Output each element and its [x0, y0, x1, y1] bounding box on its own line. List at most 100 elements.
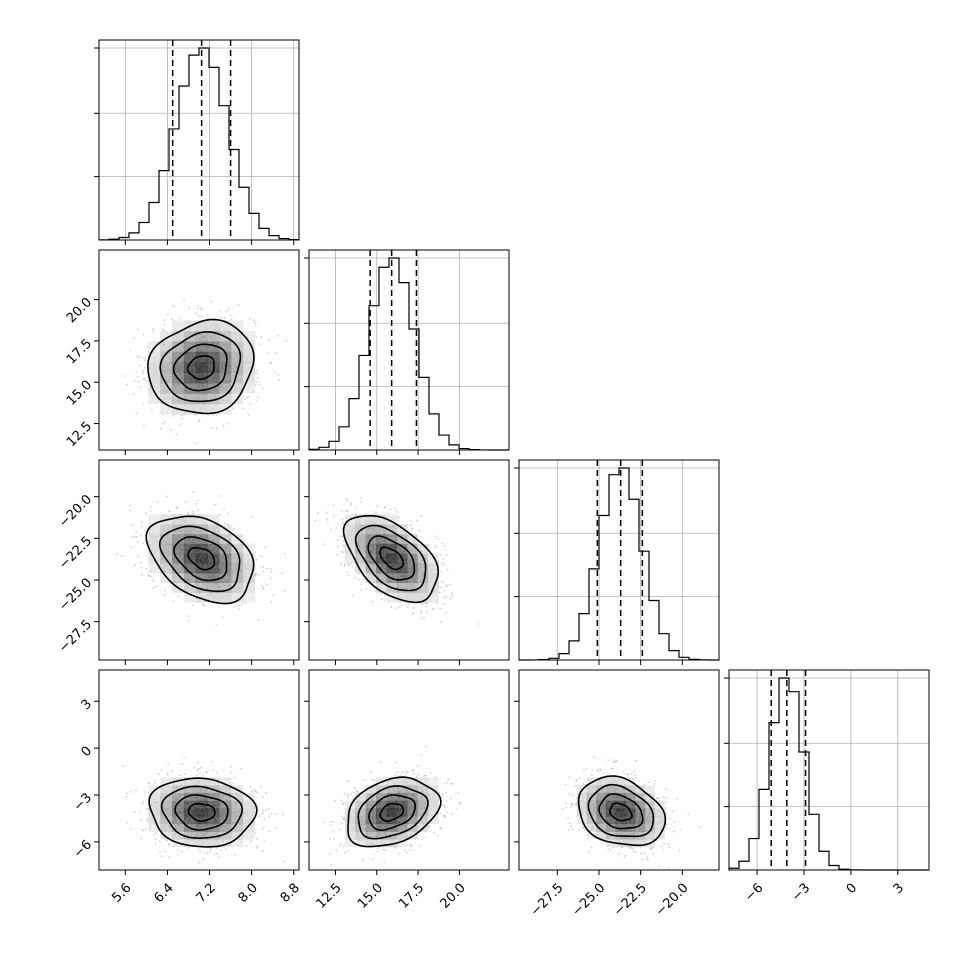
scatter-point	[397, 517, 400, 519]
scatter-point	[129, 504, 132, 507]
scatter-point	[383, 594, 386, 597]
scatter-point	[411, 527, 414, 530]
scatter-point	[224, 847, 227, 850]
density-cell	[207, 330, 220, 342]
scatter-point	[139, 364, 141, 367]
density-cell	[386, 533, 398, 545]
scatter-point	[262, 588, 265, 590]
panel-background	[309, 250, 509, 450]
scatter-point	[444, 544, 446, 547]
scatter-point	[141, 372, 144, 374]
scatter-point	[220, 849, 222, 852]
scatter-point	[418, 530, 421, 532]
scatter-point	[434, 544, 437, 547]
scatter-point	[350, 502, 352, 505]
scatter-point	[421, 603, 424, 606]
scatter-point	[153, 779, 156, 782]
density-cell	[428, 553, 439, 564]
density-cell	[148, 382, 161, 394]
scatter-point	[139, 810, 142, 813]
density-cell	[195, 393, 208, 405]
scatter-point	[281, 572, 284, 575]
scatter-point	[269, 362, 272, 365]
scatter-point	[268, 830, 270, 833]
scatter-point	[193, 766, 196, 769]
scatter-point	[181, 762, 184, 765]
density-cell	[172, 330, 185, 342]
scatter-point	[250, 790, 253, 793]
scatter-point	[244, 398, 247, 400]
panel-frame	[518, 459, 720, 661]
density-cell	[195, 330, 208, 342]
scatter-point	[134, 811, 137, 813]
histogram-0	[98, 47, 300, 241]
density-cell	[243, 330, 256, 342]
density-cell	[407, 592, 418, 603]
scatter-point	[434, 546, 437, 549]
scatter-point	[183, 773, 186, 776]
density-cell	[172, 320, 185, 332]
density-cell	[148, 563, 161, 574]
scatter-point	[187, 511, 189, 514]
scatter-point	[256, 377, 259, 379]
scatter-point	[154, 782, 156, 785]
scatter-point	[348, 563, 351, 566]
density-cell	[183, 393, 197, 405]
scatter-point	[200, 766, 202, 769]
density-cell	[172, 514, 185, 525]
density-cell	[344, 553, 356, 564]
scatter-point	[140, 525, 143, 528]
scatter-point	[125, 796, 128, 798]
density-cell	[355, 543, 366, 554]
density-cell	[376, 524, 387, 535]
density-cell	[396, 592, 408, 603]
scatter-point	[167, 313, 169, 316]
scatter-point	[135, 531, 138, 534]
density-cell	[183, 362, 197, 373]
scatter-point	[435, 602, 438, 605]
scatter-point	[122, 765, 125, 767]
scatter-point	[335, 527, 338, 529]
scatter-point	[371, 600, 374, 603]
scatter-point	[345, 571, 348, 573]
scatter-point	[269, 577, 272, 580]
scatter-point	[181, 417, 183, 420]
scatter-point	[283, 589, 286, 592]
scatter-point	[346, 499, 349, 502]
scatter-point	[396, 511, 398, 513]
scatter-point	[144, 529, 147, 532]
scatter-point	[420, 602, 423, 605]
scatter-point	[283, 552, 286, 555]
scatter-point	[154, 838, 157, 841]
density-cell	[148, 514, 161, 525]
scatter-point	[140, 566, 143, 569]
density-cell	[231, 533, 244, 545]
density-cell	[183, 592, 197, 603]
density-cell	[160, 524, 173, 535]
density-cell	[219, 382, 232, 394]
scatter-point	[202, 774, 204, 776]
scatter-point	[336, 553, 339, 556]
scatter-point	[285, 339, 288, 342]
scatter-point	[247, 395, 250, 398]
scatter-point	[143, 367, 146, 369]
scatter-point	[262, 827, 265, 830]
scatter-point	[229, 314, 232, 317]
density-cell	[231, 330, 244, 342]
scatter-point	[397, 515, 400, 518]
scatter-point	[120, 555, 123, 557]
density-cell	[148, 393, 161, 405]
density-cell	[183, 563, 197, 574]
density-cell	[407, 543, 418, 554]
scatter-point	[135, 370, 138, 373]
scatter-point	[129, 790, 132, 793]
scatter-point	[218, 856, 220, 859]
scatter-point	[255, 381, 258, 383]
scatter-point	[156, 501, 159, 503]
density-cell	[183, 543, 197, 554]
scatter-point	[433, 607, 435, 610]
density-cell	[386, 543, 398, 554]
scatter-point	[341, 535, 344, 538]
scatter-point	[194, 312, 197, 315]
scatter-point	[381, 598, 383, 600]
